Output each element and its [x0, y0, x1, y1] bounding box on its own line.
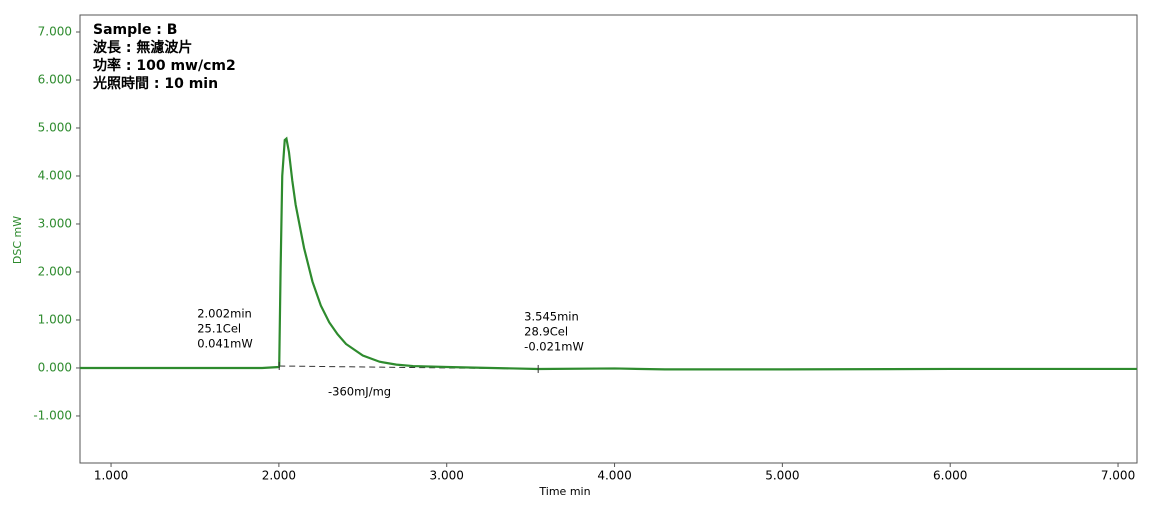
y-tick-label: 2.000 [38, 264, 72, 278]
x-axis-label: Time min [538, 485, 590, 498]
area-label: -360mJ/mg [328, 385, 391, 399]
dsc-curve [80, 136, 1137, 371]
x-tick-label: 6.000 [933, 469, 967, 483]
annotation-text: -0.021mW [524, 339, 584, 353]
annotation-text: 25.1Cel [197, 321, 241, 335]
x-tick-label: 2.000 [262, 469, 296, 483]
y-axis-label: DSC mW [11, 216, 24, 264]
y-tick-label: 1.000 [38, 312, 72, 326]
annotation-text: 28.9Cel [524, 324, 568, 338]
y-tick-label: -1.000 [33, 408, 72, 422]
y-tick-label: 0.000 [38, 360, 72, 374]
x-tick-label: 1.000 [94, 469, 128, 483]
info-line: 功率 : 100 mw/cm2 [93, 57, 236, 74]
annotation-text: 2.002min [197, 306, 252, 320]
y-tick-label: 3.000 [38, 216, 72, 230]
y-tick-label: 7.000 [38, 24, 72, 38]
plot-frame [79, 14, 1138, 464]
info-line: 光照時間 : 10 min [92, 75, 218, 92]
annotation-text: 0.041mW [197, 336, 253, 350]
y-tick-label: 4.000 [38, 168, 72, 182]
x-tick-label: 3.000 [430, 469, 464, 483]
x-tick-label: 7.000 [1101, 469, 1135, 483]
info-line: 波長 : 無濾波片 [93, 39, 192, 56]
y-tick-label: 6.000 [38, 72, 72, 86]
annotation-text: 3.545min [524, 309, 579, 323]
info-line: Sample : B [93, 22, 177, 38]
x-tick-label: 5.000 [765, 469, 799, 483]
y-tick-label: 5.000 [38, 120, 72, 134]
x-tick-label: 4.000 [597, 469, 631, 483]
